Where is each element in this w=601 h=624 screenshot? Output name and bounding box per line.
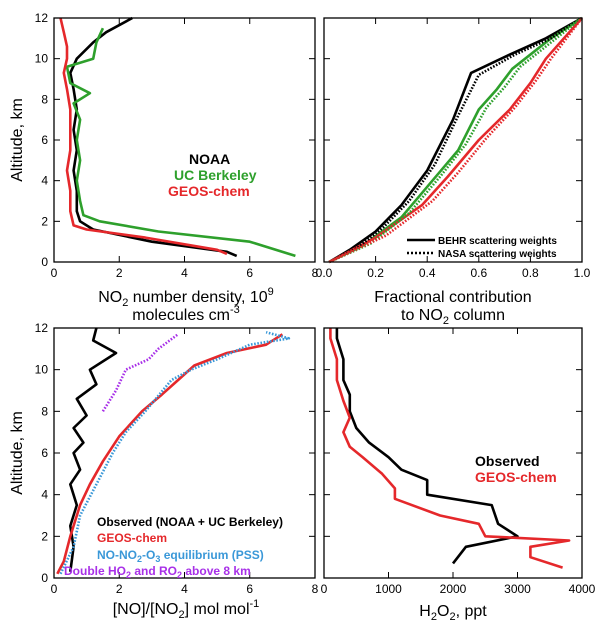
y-tick-label: 12 [35,11,49,25]
legend-entry: GEOS-chem [97,531,167,545]
y-tick-label: 6 [41,446,48,460]
legend-entry: Observed (NOAA + UC Berkeley) [97,515,283,529]
y-tick-label: 8 [41,92,48,106]
x-axis-label-line2: molecules cm-3 [132,304,240,324]
legend: BEHR scattering weights NASA scattering … [407,236,557,260]
y-tick-label: 8 [41,404,48,418]
legend-entry: UC Berkeley [174,167,257,183]
y-tick-label: 4 [41,174,48,188]
y-tick-label: 0 [41,255,48,269]
series-line-blue-dotted [59,330,291,575]
y-tick-label: 0 [41,571,48,585]
series-line-red [328,17,583,264]
legend-entry: Observed [475,453,540,469]
x-axis-label: [NO]/[NO2] mol mol-1 [113,598,260,621]
x-tick-label: 0 [51,266,58,280]
y-tick-label: 2 [41,214,48,228]
ticks-layer: 0 2 4 6 8 0 2 4 6 8 10 12 [35,321,319,596]
series-line-green [65,27,296,258]
panel-h2o2: 0 1000 2000 3000 4000 H2O2, ppt Observed GEO… [321,327,596,623]
y-axis-label: Altitude, km [9,98,26,182]
x-tick-label: 4 [181,582,188,596]
x-tick-label: 2 [116,266,123,280]
series-line-black-dotted [328,16,583,264]
plot-layer [59,16,296,258]
series-line-red [329,328,571,569]
x-tick-label: 3000 [504,582,531,596]
x-tick-label: 4 [181,266,188,280]
ticks-layer: 0.0 0.2 0.4 0.6 0.8 1.0 [316,17,591,280]
x-axis-label: H2O2, ppt [419,603,487,623]
x-tick-label: 2 [116,582,123,596]
plot-layer [329,328,571,569]
legend-entry: GEOS-chem [475,469,557,485]
y-tick-label: 10 [35,363,49,377]
series-line-black [335,328,519,565]
x-axis-label-line2: to NO2 column [401,307,505,327]
x-tick-label: 0.4 [419,266,436,280]
series-line-red [59,17,228,256]
series-line-green [328,16,583,264]
series-line-red-dotted [328,17,584,264]
panel-fractional-contribution: 0.0 0.2 0.4 0.6 0.8 1.0 Fractional contributi… [316,16,591,327]
x-tick-label: 6 [246,266,253,280]
x-tick-label: 6 [246,582,253,596]
legend-entry: BEHR scattering weights [438,236,557,247]
x-tick-label: 4000 [569,582,596,596]
x-tick-label: 8 [312,582,319,596]
series-line-black [328,16,583,264]
series-line-red [56,333,284,575]
legend-entry: NASA scattering weights [438,249,557,260]
plot-layer [56,327,291,575]
panel-no2-density: 0 2 4 6 8 0 2 4 6 8 10 12 Altitude, km NO2 number d… [9,11,319,324]
legend: Observed (NOAA + UC Berkeley) GEOS-chem … [64,515,283,580]
legend-entry: NOAA [189,151,230,167]
ticks-layer: 0 2 4 6 8 0 2 4 6 8 10 12 [35,11,319,280]
series-line-black [69,327,118,572]
y-axis-label: Altitude, km [9,411,26,495]
x-tick-label: 8 [312,266,319,280]
y-tick-label: 2 [41,529,48,543]
legend-entry: GEOS-chem [168,183,250,199]
plot-frame [53,327,316,579]
x-tick-label: 0.0 [316,266,333,280]
x-tick-label: 0.6 [470,266,487,280]
y-tick-label: 4 [41,488,48,502]
panel-no-no2-ratio: 0 2 4 6 8 0 2 4 6 8 10 12 Altitude, km [NO]/[NO2] m… [9,321,319,621]
series-line-purple-dotted [101,333,179,412]
x-tick-label: 0.8 [522,266,539,280]
legend-entry: Double HO2 and RO2 above 8 km [64,564,251,580]
x-tick-label: 1.0 [574,266,591,280]
x-tick-label: 0.2 [367,266,384,280]
y-tick-label: 12 [35,321,49,335]
y-tick-label: 10 [35,52,49,66]
legend-entry: NO-NO2-O3 equilibrium (PSS) [97,548,264,564]
x-tick-label: 2000 [440,582,467,596]
x-tick-label: 1000 [375,582,402,596]
x-tick-label: 0 [51,582,58,596]
x-axis-label: NO2 number density, 109 [98,286,274,309]
y-tick-label: 6 [41,133,48,147]
ticks-layer: 0 1000 2000 3000 4000 [321,327,596,596]
plot-frame [323,17,583,263]
series-line-green-dotted [328,16,583,264]
x-tick-label: 0 [321,582,328,596]
legend: Observed GEOS-chem [475,453,557,485]
legend: NOAA UC Berkeley GEOS-chem [168,151,257,199]
plot-layer [328,16,584,264]
x-axis-label: Fractional contribution [374,289,531,306]
